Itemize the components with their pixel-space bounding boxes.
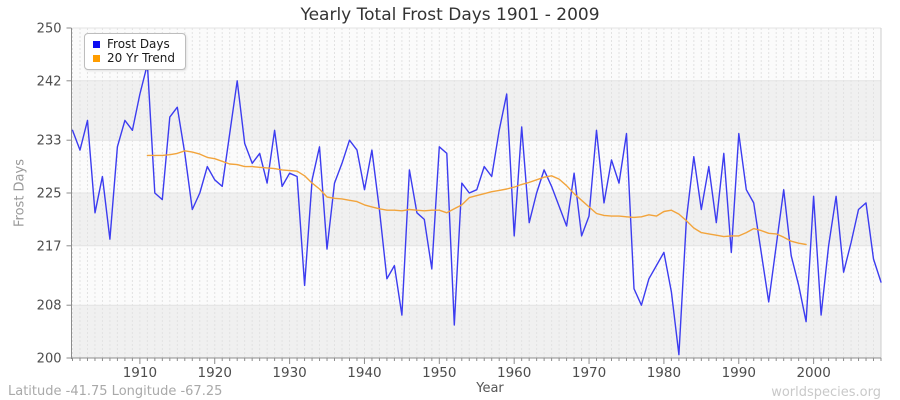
x-tick-label: 1990 bbox=[722, 365, 756, 381]
legend-label: Frost Days bbox=[107, 37, 170, 51]
x-tick-label: 1910 bbox=[123, 365, 157, 381]
y-tick-label: 217 bbox=[37, 239, 62, 254]
x-axis-title: Year bbox=[476, 381, 504, 396]
x-tick-label: 1970 bbox=[572, 365, 606, 381]
x-tick-label: 1980 bbox=[647, 365, 681, 381]
x-tick-label: 1940 bbox=[347, 365, 381, 381]
frost-days-marker-icon bbox=[93, 40, 100, 48]
x-tick-label: 1950 bbox=[422, 365, 456, 381]
legend: Frost Days 20 Yr Trend bbox=[84, 33, 187, 70]
y-tick-label: 242 bbox=[37, 74, 62, 89]
legend-label: 20 Yr Trend bbox=[107, 51, 176, 65]
x-tick-label: 1930 bbox=[272, 365, 306, 381]
legend-item-20yr-trend: 20 Yr Trend bbox=[93, 51, 175, 65]
y-tick-label: 200 bbox=[37, 352, 62, 367]
y-axis-title: Frost Days bbox=[12, 159, 28, 227]
y-tick-label: 250 bbox=[37, 22, 62, 37]
watermark: worldspecies.org bbox=[771, 385, 881, 400]
plot-band bbox=[72, 245, 881, 306]
x-tick-label: 1920 bbox=[198, 365, 232, 381]
x-tick-label: 1960 bbox=[497, 365, 531, 381]
plot-band bbox=[72, 80, 881, 141]
trend-marker-icon bbox=[93, 54, 100, 62]
y-tick-label: 225 bbox=[37, 187, 62, 202]
y-tick-label: 208 bbox=[37, 299, 62, 314]
legend-item-frost-days: Frost Days bbox=[93, 37, 175, 51]
x-tick-label: 2000 bbox=[796, 365, 830, 381]
trend-line bbox=[146, 150, 807, 246]
coordinates-caption: Latitude -41.75 Longitude -67.25 bbox=[8, 384, 223, 399]
frost-days-line bbox=[71, 63, 882, 356]
chart-title: Yearly Total Frost Days 1901 - 2009 bbox=[300, 5, 600, 25]
y-tick-label: 233 bbox=[37, 134, 62, 149]
